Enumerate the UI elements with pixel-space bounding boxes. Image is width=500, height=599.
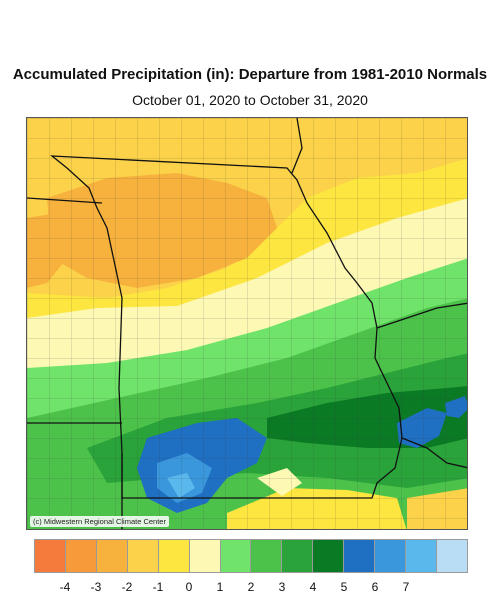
legend-tick-label: 1 (216, 580, 224, 594)
legend-swatch-1 (65, 539, 97, 573)
kansas-missouri-line (27, 197, 103, 204)
legend-swatch-8 (282, 539, 314, 573)
color-legend (34, 539, 468, 573)
legend-swatch-4 (158, 539, 190, 573)
legend-swatch-11 (375, 539, 407, 573)
legend-tick-label: 2 (247, 580, 255, 594)
legend-tick-label: 3 (278, 580, 286, 594)
legend-tick-label: -2 (121, 580, 133, 594)
legend-swatch-2 (96, 539, 128, 573)
legend-tick-label: 7 (402, 580, 410, 594)
legend-swatch-3 (127, 539, 159, 573)
copyright-credit: (c) Midwestern Regional Climate Center (30, 516, 169, 527)
legend-tick-labels: -4 -3 -2 -1 0 1 2 3 4 5 6 7 (34, 580, 468, 596)
legend-tick-label: 0 (185, 580, 193, 594)
map-subtitle: October 01, 2020 to October 31, 2020 (132, 92, 368, 108)
legend-swatch-12 (406, 539, 437, 573)
map-svg (27, 118, 467, 529)
kentucky-line (401, 437, 467, 469)
legend-tick-label: 5 (340, 580, 348, 594)
precipitation-map (26, 117, 468, 530)
legend-tick-label: 4 (309, 580, 317, 594)
mississippi-river-east (376, 302, 467, 329)
legend-swatch-0 (34, 539, 66, 573)
legend-swatch-7 (251, 539, 283, 573)
legend-swatch-10 (344, 539, 376, 573)
legend-tick-label: 6 (371, 580, 379, 594)
county-grid (27, 118, 467, 529)
legend-swatch-9 (313, 539, 345, 573)
legend-swatch-5 (189, 539, 221, 573)
legend-swatch-13 (436, 539, 468, 573)
legend-tick-label: -3 (90, 580, 102, 594)
legend-swatch-6 (220, 539, 252, 573)
legend-tick-label: -1 (152, 580, 164, 594)
illinois-border (291, 118, 303, 174)
map-title: Accumulated Precipitation (in): Departur… (12, 66, 488, 83)
legend-tick-label: -4 (59, 580, 71, 594)
